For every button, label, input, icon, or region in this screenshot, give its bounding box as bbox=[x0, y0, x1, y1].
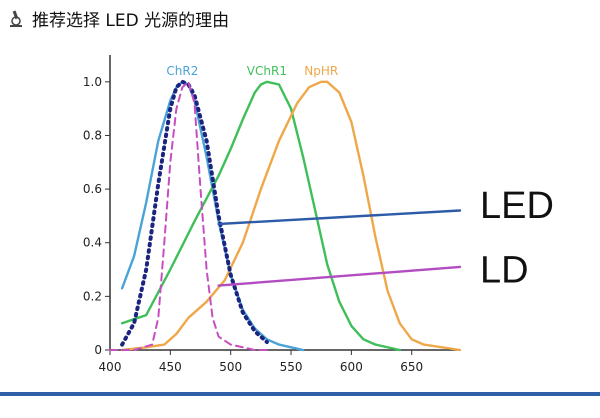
footer-divider bbox=[0, 392, 600, 396]
x-tick-label: 600 bbox=[340, 360, 363, 374]
x-tick-label: 650 bbox=[400, 360, 423, 374]
y-tick-label: 0.6 bbox=[83, 182, 102, 196]
y-tick-label: 1.0 bbox=[83, 75, 102, 89]
series-line-series-4 bbox=[109, 80, 268, 351]
microscope-icon bbox=[8, 10, 24, 28]
y-tick-label: 0.4 bbox=[83, 236, 102, 250]
series-line-nphr bbox=[120, 80, 462, 352]
x-tick-label: 400 bbox=[99, 360, 122, 374]
y-tick-label: 0.8 bbox=[83, 128, 102, 142]
x-tick-label: 500 bbox=[219, 360, 242, 374]
x-tick-label: 450 bbox=[159, 360, 182, 374]
page-title: 推荐选择 LED 光源的理由 bbox=[32, 11, 230, 31]
page-title-row: 推荐选择 LED 光源的理由 bbox=[8, 6, 229, 31]
series-line-chr2 bbox=[120, 80, 305, 352]
series-line-series-5 bbox=[217, 209, 462, 226]
x-tick-label: 550 bbox=[280, 360, 303, 374]
annotation-ld: LD bbox=[480, 250, 529, 292]
series-label-chr2: ChR2 bbox=[166, 64, 198, 78]
series-label-vchr1: VChR1 bbox=[247, 64, 287, 78]
axes bbox=[109, 55, 460, 351]
series-line-vchr1 bbox=[120, 80, 401, 352]
y-tick-label: 0.2 bbox=[83, 289, 102, 303]
series-line-series-6 bbox=[217, 265, 462, 287]
annotation-led: LED bbox=[480, 185, 554, 227]
y-tick-label: 0 bbox=[94, 343, 102, 357]
series-label-nphr: NpHR bbox=[304, 64, 338, 78]
